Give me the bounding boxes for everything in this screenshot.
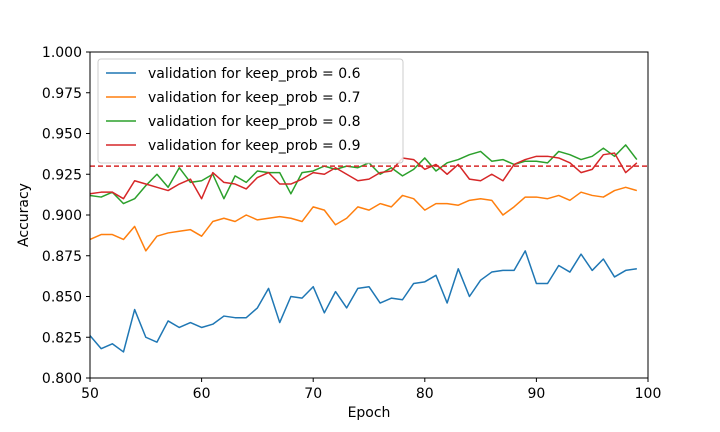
plot-area bbox=[89, 51, 649, 379]
legend-label-2: validation for keep_prob = 0.8 bbox=[148, 114, 360, 130]
legend-label-3: validation for keep_prob = 0.9 bbox=[148, 138, 360, 154]
y-axis-label: Accuracy bbox=[16, 183, 32, 247]
series-line-0 bbox=[90, 250, 637, 353]
x-tick-label: 100 bbox=[635, 386, 662, 402]
legend-label-0: validation for keep_prob = 0.6 bbox=[148, 66, 361, 82]
series-line-1 bbox=[90, 186, 638, 252]
legend-box bbox=[97, 58, 404, 164]
legend: validation for keep_prob = 0.6 validation… bbox=[97, 58, 404, 164]
x-axis-label: Epoch bbox=[348, 405, 391, 421]
legend-label-1: validation for keep_prob = 0.7 bbox=[148, 90, 360, 106]
y-tick-label: 0.950 bbox=[42, 127, 82, 143]
x-tick-label: 50 bbox=[81, 386, 99, 402]
y-tick-label: 0.875 bbox=[42, 249, 82, 265]
y-tick-label: 0.800 bbox=[42, 371, 82, 387]
x-tick-label: 70 bbox=[304, 386, 322, 402]
y-tick-label: 0.850 bbox=[42, 290, 82, 306]
series-layer bbox=[90, 144, 648, 353]
y-tick-label: 0.925 bbox=[42, 167, 82, 183]
y-tick-label: 0.975 bbox=[42, 86, 82, 102]
x-tick-label: 90 bbox=[527, 386, 545, 402]
y-axis: 0.800 0.825 0.850 0.875 0.900 0.925 0.950 0.975… bbox=[42, 45, 90, 387]
series-line-2 bbox=[90, 144, 638, 205]
x-tick-label: 80 bbox=[416, 386, 434, 402]
y-tick-label: 0.900 bbox=[42, 208, 82, 224]
series-line-3 bbox=[90, 152, 638, 200]
x-axis: 50 60 70 80 90 100 bbox=[81, 378, 661, 402]
y-tick-label: 0.825 bbox=[42, 330, 82, 346]
y-tick-label: 1.000 bbox=[42, 45, 82, 61]
x-tick-label: 60 bbox=[193, 386, 211, 402]
